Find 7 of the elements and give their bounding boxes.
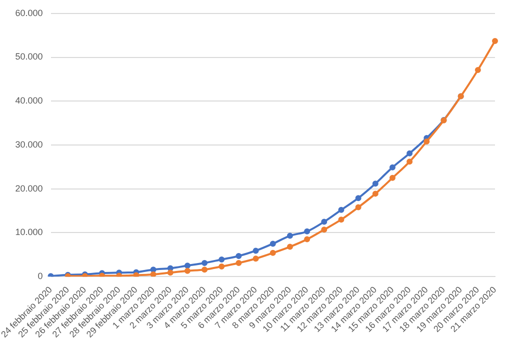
y-tick-label: 10.000 [15,227,43,238]
y-tick-label: 30.000 [15,139,43,150]
y-tick-label: 40.000 [15,96,43,106]
y-tick-label: 50.000 [15,52,43,62]
y-tick-label: 60.000 [15,8,43,18]
y-tick-label: 0 [38,271,43,282]
y-tick-label: 20.000 [15,183,43,194]
